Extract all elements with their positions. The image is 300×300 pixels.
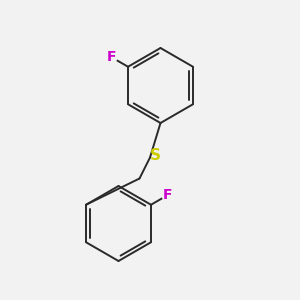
Text: F: F bbox=[162, 188, 172, 203]
Text: S: S bbox=[150, 148, 161, 163]
Text: F: F bbox=[107, 50, 117, 64]
